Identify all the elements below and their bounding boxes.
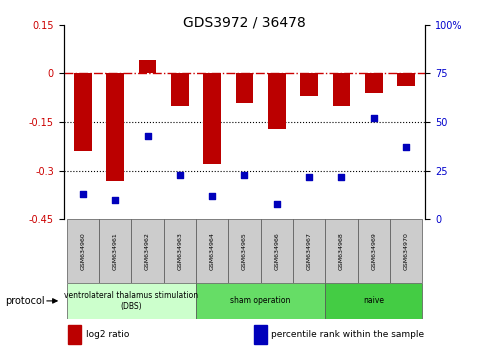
Bar: [203, 73, 221, 164]
Bar: [254, 325, 266, 344]
Point: [369, 115, 377, 121]
Bar: [235, 73, 253, 103]
Bar: [196, 283, 325, 319]
Bar: [260, 219, 292, 283]
Bar: [106, 73, 124, 181]
Bar: [163, 219, 196, 283]
Point: [143, 133, 151, 138]
Text: GSM634965: GSM634965: [242, 233, 246, 270]
Text: GSM634966: GSM634966: [274, 233, 279, 270]
Point: [305, 174, 312, 179]
Point: [272, 201, 280, 207]
Bar: [396, 73, 414, 86]
Text: GSM634962: GSM634962: [145, 233, 150, 270]
Text: GSM634961: GSM634961: [113, 233, 118, 270]
Text: naive: naive: [363, 296, 384, 306]
Text: GSM634967: GSM634967: [306, 233, 311, 270]
Text: GSM634963: GSM634963: [177, 233, 182, 270]
Point: [111, 197, 119, 203]
Bar: [67, 219, 99, 283]
Bar: [99, 219, 131, 283]
Text: sham operation: sham operation: [230, 296, 290, 306]
Bar: [364, 73, 382, 93]
Bar: [228, 219, 260, 283]
Bar: [325, 283, 421, 319]
Text: ventrolateral thalamus stimulation
(DBS): ventrolateral thalamus stimulation (DBS): [64, 291, 198, 310]
Text: GSM634968: GSM634968: [338, 233, 343, 270]
Bar: [139, 61, 156, 73]
Bar: [68, 325, 81, 344]
Bar: [131, 219, 163, 283]
Bar: [332, 73, 349, 106]
Bar: [325, 219, 357, 283]
Bar: [300, 73, 317, 96]
Text: GSM634960: GSM634960: [81, 233, 85, 270]
Point: [176, 172, 183, 178]
Point: [240, 172, 248, 178]
Point: [337, 174, 345, 179]
Text: percentile rank within the sample: percentile rank within the sample: [271, 330, 424, 339]
Text: protocol: protocol: [5, 296, 44, 306]
Bar: [389, 219, 421, 283]
Text: GSM634964: GSM634964: [209, 233, 214, 270]
Point: [79, 191, 87, 197]
Bar: [196, 219, 228, 283]
Bar: [171, 73, 188, 106]
Bar: [292, 219, 325, 283]
Text: log2 ratio: log2 ratio: [85, 330, 129, 339]
Bar: [357, 219, 389, 283]
Point: [208, 193, 216, 199]
Bar: [267, 73, 285, 129]
Text: GDS3972 / 36478: GDS3972 / 36478: [183, 16, 305, 30]
Bar: [67, 283, 196, 319]
Text: GSM634969: GSM634969: [370, 233, 375, 270]
Point: [401, 144, 409, 150]
Text: GSM634970: GSM634970: [403, 233, 407, 270]
Bar: [74, 73, 92, 152]
